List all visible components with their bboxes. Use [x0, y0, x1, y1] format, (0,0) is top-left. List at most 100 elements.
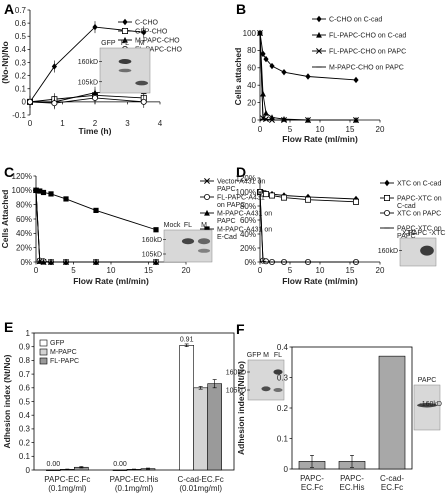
x-axis-label: Flow Rate (ml/min): [282, 134, 358, 144]
data-point: [280, 194, 287, 201]
blot-lane-label: M: [201, 222, 207, 229]
data-point: [305, 73, 311, 80]
y-tick-label: 20%: [16, 243, 32, 252]
legend-label: GFP-CHO: [135, 29, 168, 36]
legend-label: FL-PAPC-CHO on C-cad: [329, 33, 406, 40]
blot-band: [420, 245, 434, 256]
x-axis-label: Flow Rate (ml/min): [73, 276, 149, 286]
y-tick-label: 0.5: [19, 397, 31, 406]
x-tick-label: 0: [258, 266, 263, 275]
category-label: PAPC-EC.His: [110, 475, 159, 484]
series-3: [257, 32, 359, 121]
blot-membrane: [163, 229, 213, 263]
y-tick-label: 0.1: [15, 85, 27, 94]
y-tick-label: 0.3: [19, 425, 31, 434]
y-tick-label: 0.6: [19, 384, 31, 393]
blot-lane-label: Mock: [164, 222, 181, 229]
y-tick-label: 60: [247, 64, 256, 73]
x-tick-label: 5: [71, 266, 76, 275]
y-axis-label: Adhesion index (Nt/No): [236, 361, 246, 455]
x-tick-label: 20: [376, 266, 385, 275]
category-label: (0.01mg/ml): [179, 484, 222, 493]
legend-marker: [384, 179, 390, 187]
legend-label: FL-PAPC: [50, 358, 79, 365]
x-tick-label: 0: [34, 266, 39, 275]
error-bar: [212, 379, 217, 389]
legend-label: FL-PAPC-CHO on PAPC: [329, 49, 406, 56]
category-label: (0.1mg/ml): [48, 484, 87, 493]
blot-lane-label: PAPC: [418, 377, 437, 384]
y-tick-label: 0%: [244, 258, 256, 267]
legend-marker: [383, 209, 390, 216]
data-point: [37, 188, 43, 194]
x-tick-label: 20: [182, 266, 191, 275]
y-tick-label: 0%: [20, 258, 32, 267]
data-point: [263, 109, 269, 116]
x-tick-label: 5: [288, 266, 293, 275]
blot-band: [118, 68, 132, 73]
western-blot-E: GFP M FL 160kD 105kD: [226, 352, 285, 401]
legend-label: PAPC: [397, 233, 416, 240]
legend-label: M-PAPC: [50, 349, 77, 356]
legend: C-CHO on C-cad FL-PAPC-CHO on C-cad FL-PAP…: [312, 15, 406, 72]
data-label: 0.00: [47, 461, 61, 468]
blot-marker-label: 160kD: [78, 59, 98, 66]
data-point: [48, 258, 54, 265]
panel-label: C: [4, 164, 14, 180]
legend-label: E-Cad: [217, 234, 237, 241]
x-tick-label: 2: [93, 119, 98, 128]
bar: [112, 469, 128, 471]
legend-marker: [203, 193, 210, 200]
y-tick-label: 0.8: [19, 356, 31, 365]
x-tick-label: 1: [60, 119, 65, 128]
y-tick-label: 60%: [240, 216, 256, 225]
bar: [193, 387, 208, 471]
y-tick-label: 1: [26, 329, 31, 338]
y-tick-label: -0.1: [12, 111, 26, 120]
legend-marker: [316, 31, 322, 38]
y-tick-label: 80: [247, 46, 256, 55]
legend-marker: [204, 178, 210, 184]
blot-band: [417, 403, 437, 408]
y-tick-label: 0.2: [19, 438, 31, 447]
y-tick-label: 0: [284, 465, 289, 474]
category-label: EC.Fc: [301, 483, 323, 492]
legend: GFP M-PAPC FL-PAPC: [39, 339, 79, 365]
y-tick-label: 0.4: [19, 411, 31, 420]
y-tick-label: 40: [247, 81, 256, 90]
blot-band: [261, 386, 271, 392]
blot-marker-label: -160kD: [419, 401, 442, 408]
blot-lane-label: M: [263, 352, 269, 359]
data-point: [352, 198, 359, 205]
y-tick-label: 80%: [240, 202, 256, 211]
bar: [179, 345, 194, 471]
category-label: PAPC-EC.Fc: [44, 475, 90, 484]
data-point: [353, 76, 359, 84]
y-tick-label: 100: [243, 29, 257, 38]
data-point: [63, 196, 69, 202]
series-line: [35, 190, 156, 263]
category-label: EC.His: [340, 483, 365, 492]
legend-marker: [316, 48, 322, 54]
y-tick-label: 0.9: [19, 343, 31, 352]
legend-label: FL-PAPC-A431: [217, 195, 265, 202]
legend-marker: [122, 27, 129, 34]
data-point: [63, 258, 69, 265]
category-label: PAPC-: [300, 474, 324, 483]
data-point: [263, 116, 269, 123]
blot-marker-label: 160kD: [142, 237, 162, 244]
panel-B: B 0 20 40 60 80 100 0 5 10 15 20 Flow Rate (ml/min) C…: [233, 1, 406, 144]
blot-marker-label: 160kD: [378, 248, 398, 255]
panel-label: F: [236, 321, 245, 337]
data-label: 0.91: [180, 336, 194, 343]
x-tick-label: 20: [376, 125, 385, 134]
blot-band: [197, 238, 211, 245]
legend-label: GFP: [50, 340, 65, 347]
panel-F: F 0 0.1 0.2 0.3 0.4 Adhesion index (Nt/No) PAPC…: [236, 321, 442, 492]
category-label: PAPC-: [340, 474, 364, 483]
data-point: [269, 62, 275, 70]
y-tick-label: 0.1: [19, 452, 31, 461]
legend-label: XTC on C-cad: [397, 181, 441, 188]
legend-label: PAPC-XTC on: [397, 226, 442, 233]
